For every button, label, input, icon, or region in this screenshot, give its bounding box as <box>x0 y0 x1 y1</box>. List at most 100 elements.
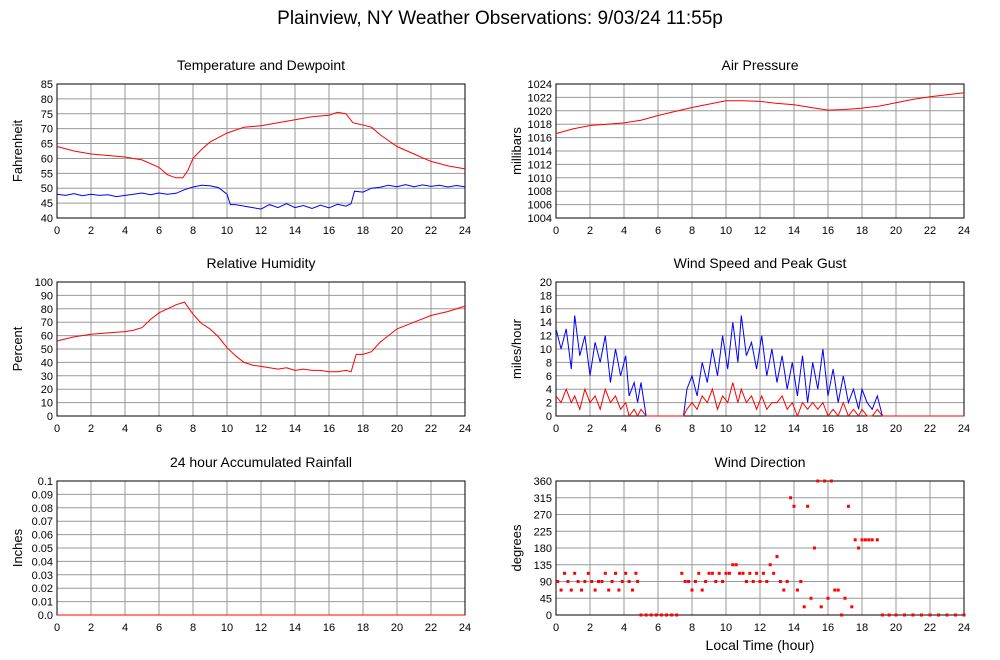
temperature-title: Temperature and Dewpoint <box>177 57 345 73</box>
wind-direction-point <box>717 571 721 575</box>
wind-direction-point <box>680 571 684 575</box>
wind-direction-point <box>785 580 789 583</box>
wind-direction-point <box>714 580 718 583</box>
humidity-xtick-label: 16 <box>323 423 335 435</box>
wind-direction-point <box>853 538 857 542</box>
rainfall-xtick-label: 8 <box>190 622 196 634</box>
wind-speed-ytick-label: 20 <box>540 277 552 289</box>
wind-direction-xtick-label: 22 <box>924 622 936 634</box>
temperature-ytick-label: 70 <box>41 124 53 136</box>
wind-direction-point <box>600 580 604 583</box>
pressure-ytick-label: 1022 <box>528 92 552 104</box>
pressure-ylabel: millibars <box>509 127 524 175</box>
wind-direction-ytick-label: 360 <box>534 476 552 488</box>
humidity-ytick-label: 60 <box>41 331 53 343</box>
wind-direction-title: Wind Direction <box>714 454 805 470</box>
wind-direction-point <box>755 571 759 575</box>
rainfall-xtick-label: 0 <box>54 622 60 634</box>
wind-speed-xtick-label: 12 <box>754 423 766 435</box>
wind-direction-point <box>734 563 738 567</box>
pressure-xtick-label: 4 <box>621 225 627 237</box>
pressure-xtick-label: 6 <box>655 225 661 237</box>
wind-direction-point <box>597 580 600 583</box>
wind-direction-xtick-label: 10 <box>720 622 732 634</box>
page-title: Plainview, NY Weather Observations: 9/03… <box>277 8 723 29</box>
wind-direction-ytick-label: 315 <box>534 493 552 505</box>
wind-direction-point <box>593 588 597 592</box>
humidity-ytick-label: 10 <box>41 398 53 410</box>
wind-direction-point <box>894 613 898 617</box>
rainfall-ytick-label: 0.06 <box>32 530 53 542</box>
wind-direction-point <box>710 571 714 575</box>
rainfall-ytick-label: 0.0 <box>38 610 53 622</box>
wind-direction-point <box>649 613 653 617</box>
wind-speed-xtick-label: 8 <box>689 423 695 435</box>
wind-speed-ytick-label: 14 <box>540 317 552 329</box>
humidity-series-red-line <box>56 301 466 373</box>
wind-direction-point <box>937 613 940 617</box>
humidity-ytick-label: 100 <box>35 277 53 289</box>
wind-direction-xtick-label: 20 <box>890 622 902 634</box>
pressure-ytick-label: 1008 <box>528 186 552 198</box>
rainfall-ytick-label: 0.01 <box>32 597 53 609</box>
humidity-xtick-label: 24 <box>459 423 471 435</box>
wind-direction-xtick-label: 18 <box>856 622 868 634</box>
wind-speed-ytick-label: 6 <box>546 371 552 383</box>
wind-direction-point <box>675 613 679 617</box>
humidity-xtick-label: 2 <box>88 423 94 435</box>
wind-direction-point <box>697 571 701 575</box>
wind-direction-point <box>614 571 617 575</box>
pressure-ytick-label: 1024 <box>528 79 552 91</box>
wind-speed-xtick-label: 20 <box>890 423 902 435</box>
wind-direction-ytick-label: 45 <box>540 593 552 605</box>
wind-direction-point <box>627 580 631 583</box>
wind-direction-point <box>700 588 704 592</box>
wind-direction-point <box>569 588 573 592</box>
wind-direction-point <box>860 538 864 542</box>
wind-direction-ytick-label: 225 <box>534 526 552 538</box>
wind-direction-xtick-label: 2 <box>587 622 593 634</box>
temperature-series-blue-line <box>56 184 466 210</box>
wind-speed-ytick-label: 10 <box>540 344 552 356</box>
wind-direction-point <box>693 580 697 583</box>
temperature-xtick-label: 14 <box>289 225 301 237</box>
wind-direction-point <box>775 555 779 559</box>
wind-direction-point <box>875 538 879 542</box>
wind-direction-xtick-label: 6 <box>655 622 661 634</box>
humidity-ytick-label: 90 <box>41 290 53 302</box>
wind-speed-xtick-label: 24 <box>958 423 970 435</box>
rainfall-xtick-label: 12 <box>255 622 267 634</box>
wind-speed-xtick-label: 14 <box>788 423 800 435</box>
temperature-xtick-label: 18 <box>357 225 369 237</box>
temperature-xtick-label: 22 <box>425 225 437 237</box>
wind-direction-ytick-label: 0 <box>546 610 552 622</box>
wind-direction-ytick-label: 90 <box>540 577 552 589</box>
humidity-xtick-label: 0 <box>54 423 60 435</box>
wind-direction-point <box>812 546 816 550</box>
pressure-xtick-label: 8 <box>689 225 695 237</box>
wind-speed-xtick-label: 22 <box>924 423 936 435</box>
pressure-series-red-line <box>555 92 965 135</box>
pressure-ytick-label: 1020 <box>528 106 552 118</box>
humidity-title: Relative Humidity <box>207 255 316 271</box>
wind-speed-ytick-label: 0 <box>546 411 552 423</box>
wind-direction-point <box>727 571 731 575</box>
temperature-ytick-label: 80 <box>41 94 53 106</box>
wind-direction-point <box>761 571 765 575</box>
temperature-xtick-label: 24 <box>459 225 471 237</box>
wind-direction-point <box>576 580 580 583</box>
wind-direction-point <box>920 613 923 617</box>
pressure-xtick-label: 22 <box>924 225 936 237</box>
wind-direction-point <box>778 580 782 583</box>
pressure-xtick-label: 10 <box>720 225 732 237</box>
pressure-title: Air Pressure <box>721 57 798 73</box>
pressure-xtick-label: 12 <box>754 225 766 237</box>
wind-direction-point <box>846 504 850 508</box>
wind-speed-xtick-label: 16 <box>822 423 834 435</box>
pressure-ytick-label: 1010 <box>528 173 552 185</box>
wind-speed-ytick-label: 18 <box>540 290 552 302</box>
wind-direction-point <box>654 613 658 617</box>
humidity-xtick-label: 6 <box>156 423 162 435</box>
